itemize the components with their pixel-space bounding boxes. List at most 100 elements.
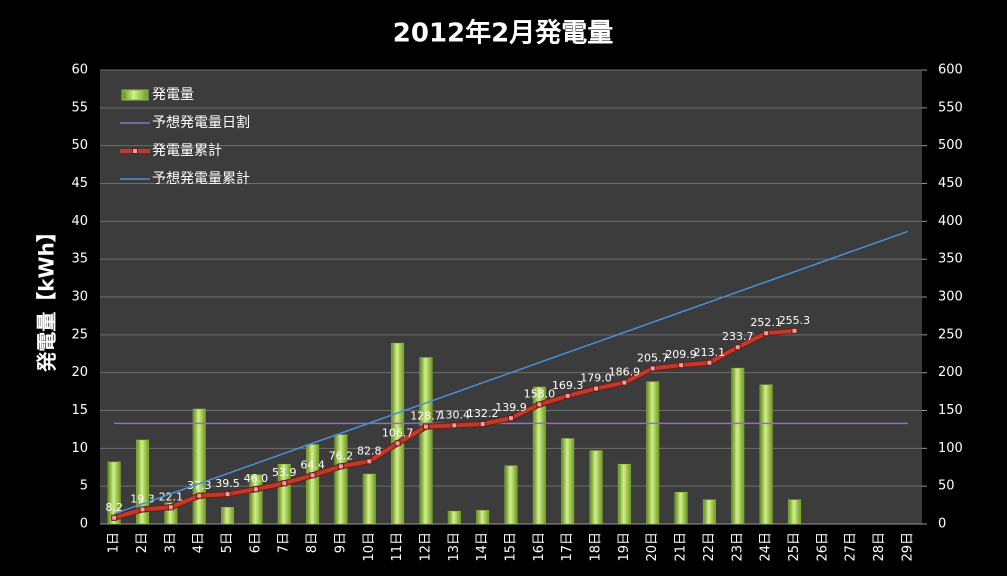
data-label: 233.7 — [722, 330, 754, 343]
bar — [277, 463, 291, 525]
x-tick-label: 18日 — [589, 532, 604, 562]
legend-marker — [132, 148, 138, 154]
y-tick-label: 50 — [71, 138, 88, 153]
x-tick-label: 28日 — [872, 532, 887, 562]
x-tick-label: 11日 — [390, 532, 405, 562]
data-label: 255.3 — [779, 314, 811, 327]
data-label: 22.1 — [159, 490, 184, 503]
data-label: 213.1 — [694, 346, 726, 359]
bar — [192, 408, 206, 525]
data-label: 130.4 — [439, 408, 471, 421]
bar — [702, 499, 716, 525]
marker — [252, 486, 259, 493]
marker — [479, 420, 486, 427]
y2-tick-label: 400 — [938, 214, 963, 229]
marker — [196, 492, 203, 499]
marker — [309, 472, 316, 479]
legend-label: 発電量 — [152, 87, 194, 103]
y-tick-label: 15 — [71, 403, 88, 418]
marker — [564, 392, 571, 399]
y2-tick-label: 0 — [938, 517, 946, 532]
legend-label: 発電量累計 — [152, 143, 222, 159]
marker — [167, 504, 174, 511]
y-axis-label: 発電量【kWh】 — [35, 222, 59, 373]
marker — [422, 423, 429, 430]
x-tick-label: 17日 — [560, 532, 575, 562]
data-label: 209.9 — [665, 348, 697, 361]
bar — [787, 499, 801, 525]
bar — [306, 444, 320, 525]
data-label: 8.2 — [105, 501, 123, 514]
y-tick-label: 30 — [71, 290, 88, 305]
bar — [674, 491, 688, 525]
marker — [451, 422, 458, 429]
data-label: 169.3 — [552, 379, 584, 392]
y2-tick-label: 350 — [938, 252, 963, 267]
data-label: 82.8 — [357, 444, 382, 457]
bar — [221, 507, 235, 525]
y-tick-label: 60 — [71, 63, 88, 78]
data-label: 128.7 — [410, 410, 442, 423]
bar — [391, 342, 405, 525]
x-tick-label: 13日 — [447, 532, 462, 562]
data-label: 205.7 — [637, 351, 669, 364]
x-tick-label: 7日 — [277, 532, 292, 553]
x-tick-label: 25日 — [787, 532, 802, 562]
x-tick-label: 6日 — [248, 532, 263, 553]
bar — [334, 434, 348, 525]
y-tick-label: 55 — [71, 100, 88, 115]
x-tick-label: 23日 — [730, 532, 745, 562]
x-tick-label: 10日 — [362, 532, 377, 562]
marker — [111, 514, 118, 521]
y2-tick-label: 600 — [938, 63, 963, 78]
data-label: 76.2 — [329, 449, 354, 462]
marker — [366, 458, 373, 465]
y2-tick-label: 300 — [938, 290, 963, 305]
bar — [646, 381, 660, 525]
data-label: 158.0 — [524, 387, 556, 400]
x-tick-label: 22日 — [702, 532, 717, 562]
x-tick-label: 14日 — [475, 532, 490, 562]
x-tick-label: 16日 — [532, 532, 547, 562]
bar — [589, 450, 603, 525]
marker — [734, 344, 741, 351]
marker — [649, 365, 656, 372]
marker — [621, 379, 628, 386]
x-tick-label: 29日 — [900, 532, 915, 562]
marker — [281, 480, 288, 487]
bar — [362, 473, 376, 525]
y2-tick-label: 450 — [938, 176, 963, 191]
bar — [476, 510, 490, 525]
y2-tick-label: 200 — [938, 365, 963, 380]
bar — [532, 386, 546, 525]
y2-tick-label: 50 — [938, 479, 955, 494]
marker — [536, 401, 543, 408]
x-tick-label: 5日 — [220, 532, 235, 553]
bar — [561, 438, 575, 525]
marker — [593, 385, 600, 392]
y-tick-label: 20 — [71, 365, 88, 380]
marker — [763, 330, 770, 337]
bar — [504, 465, 518, 525]
data-label: 39.5 — [215, 477, 240, 490]
x-tick-label: 12日 — [418, 532, 433, 562]
marker — [337, 463, 344, 470]
marker — [394, 440, 401, 447]
y-tick-label: 0 — [80, 517, 88, 532]
y-tick-label: 35 — [71, 252, 88, 267]
data-label: 132.2 — [467, 407, 499, 420]
marker — [508, 415, 514, 422]
bar — [419, 357, 433, 525]
chart-title: 2012年2月発電量 — [393, 18, 613, 49]
y2-tick-label: 100 — [938, 441, 963, 456]
data-label: 252.1 — [750, 316, 782, 329]
x-tick-label: 4日 — [192, 532, 207, 553]
data-label: 186.9 — [609, 366, 641, 379]
data-label: 106.7 — [382, 426, 414, 439]
marker — [139, 506, 146, 513]
x-tick-label: 27日 — [844, 532, 859, 562]
x-tick-label: 21日 — [674, 532, 689, 562]
x-tick-label: 26日 — [815, 532, 830, 562]
x-tick-label: 24日 — [759, 532, 774, 562]
